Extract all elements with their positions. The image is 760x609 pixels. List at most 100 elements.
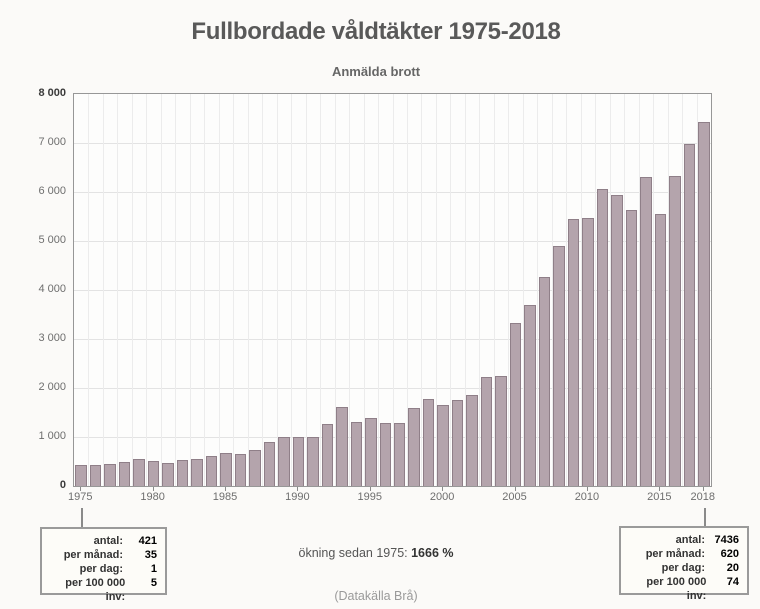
x-gridline — [435, 94, 437, 486]
annotation-value: 20 — [726, 562, 739, 574]
x-axis-label-2018: 2018 — [690, 491, 715, 503]
x-axis-label-1985: 1985 — [212, 491, 238, 503]
bar-1986 — [234, 453, 247, 486]
x-gridline — [464, 94, 466, 486]
annotation-value: 7436 — [714, 534, 739, 546]
x-gridline — [378, 94, 380, 486]
annotation-row: antal: 7436 — [627, 533, 739, 547]
bar-2010 — [582, 218, 594, 486]
bar-1982 — [176, 459, 189, 486]
bar-2004 — [495, 375, 507, 486]
bar-1984 — [205, 455, 218, 486]
annotation-value: 620 — [720, 548, 739, 560]
x-gridline — [276, 94, 278, 486]
bar-2014 — [640, 177, 652, 486]
x-tick-1985 — [225, 487, 226, 491]
annotation-value: 35 — [144, 549, 157, 561]
x-gridline — [218, 94, 220, 486]
bar-1990 — [292, 437, 305, 486]
x-gridline — [117, 94, 119, 486]
bar-1976 — [89, 465, 102, 486]
x-tick-2000 — [442, 487, 444, 491]
bar-1992 — [321, 424, 334, 486]
x-gridline — [262, 94, 264, 486]
x-gridline — [363, 94, 365, 486]
bar-2008 — [553, 246, 565, 486]
x-gridline — [522, 94, 524, 486]
bar-2007 — [538, 277, 551, 486]
bar-1993 — [336, 406, 348, 486]
x-gridline — [566, 94, 568, 486]
x-gridline — [580, 94, 582, 486]
bar-1997 — [393, 422, 406, 486]
y-axis-label-8000: 8 000 — [38, 87, 66, 99]
plot-area — [73, 93, 712, 487]
x-gridline — [406, 94, 408, 486]
annotation-value: 1 — [150, 563, 157, 575]
x-tick-1990 — [297, 487, 299, 491]
bar-2018 — [698, 121, 710, 486]
bar-1998 — [408, 408, 420, 486]
increase-value: 1666 % — [411, 546, 454, 560]
bar-2009 — [567, 218, 580, 486]
annotation-value: 421 — [138, 535, 157, 547]
x-tick-2015 — [659, 487, 661, 491]
y-axis-label-0: 0 — [59, 479, 66, 491]
bar-2002 — [466, 395, 478, 486]
bar-1991 — [307, 436, 319, 486]
bar-2003 — [480, 377, 493, 486]
x-gridline — [508, 94, 510, 486]
annotation-row: per dag: 1 — [48, 562, 157, 576]
x-axis-label-1995: 1995 — [357, 491, 383, 503]
x-gridline — [233, 94, 235, 486]
x-axis-label-2005: 2005 — [502, 491, 527, 503]
x-gridline — [320, 94, 322, 486]
bar-1999 — [422, 399, 435, 486]
chart-subtitle: Anmälda brott — [331, 64, 421, 79]
annotation-label: per 100 000 inv: — [646, 576, 707, 602]
bar-1979 — [133, 459, 145, 486]
x-tick-2018 — [702, 487, 704, 491]
x-gridline — [204, 94, 206, 486]
x-gridline — [334, 94, 336, 486]
increase-annotation: ökning sedan 1975: 1666 % — [0, 546, 752, 560]
annotation-label: per dag: — [661, 562, 705, 574]
annotation-label: antal: — [675, 534, 705, 546]
annotation-value: 74 — [726, 576, 739, 588]
bar-1980 — [147, 460, 160, 486]
x-gridline — [291, 94, 293, 486]
x-gridline — [102, 94, 104, 486]
x-gridline — [175, 94, 177, 486]
annotation-box-2018: antal: 7436 per månad: 620 per dag: 20 per 100… — [619, 526, 749, 602]
bar-1989 — [278, 436, 290, 486]
left-box-connector-line — [81, 508, 83, 528]
bar-1977 — [104, 463, 116, 486]
x-gridline — [682, 94, 684, 486]
bar-2015 — [654, 214, 667, 486]
x-tick-1980 — [152, 487, 154, 491]
y-axis-label-5000: 5 000 — [38, 234, 66, 246]
y-axis-label-1000: 1 000 — [38, 430, 66, 442]
bar-1996 — [379, 423, 391, 486]
x-gridline — [131, 94, 133, 486]
x-gridline — [88, 94, 90, 486]
x-gridline — [421, 94, 423, 486]
x-gridline — [551, 94, 553, 486]
right-box-connector-line — [704, 508, 706, 527]
x-tick-2005 — [514, 487, 516, 491]
annotation-row: per månad: 35 — [48, 548, 157, 562]
bar-2012 — [611, 194, 623, 486]
bar-2016 — [669, 176, 681, 486]
x-gridline — [160, 94, 162, 486]
x-axis-label-1975: 1975 — [67, 491, 93, 503]
bar-1985 — [220, 453, 232, 486]
x-gridline — [696, 94, 698, 486]
x-gridline — [624, 94, 626, 486]
annotation-label: per 100 000 inv: — [65, 577, 126, 603]
bar-2017 — [683, 144, 696, 486]
annotation-row: per månad: 620 — [627, 547, 739, 561]
annotation-value: 5 — [150, 577, 157, 589]
annotation-label: per månad: — [645, 548, 705, 560]
bar-1988 — [263, 442, 276, 486]
x-axis-label-2000: 2000 — [429, 491, 455, 503]
